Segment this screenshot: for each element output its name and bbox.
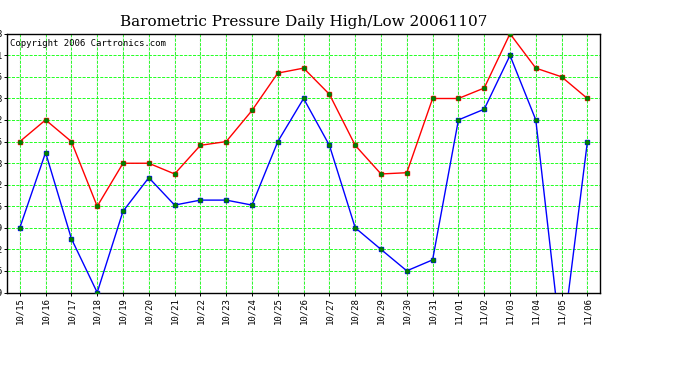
Text: Barometric Pressure Daily High/Low 20061107: Barometric Pressure Daily High/Low 20061…: [120, 15, 487, 29]
Text: Copyright 2006 Cartronics.com: Copyright 2006 Cartronics.com: [10, 39, 166, 48]
